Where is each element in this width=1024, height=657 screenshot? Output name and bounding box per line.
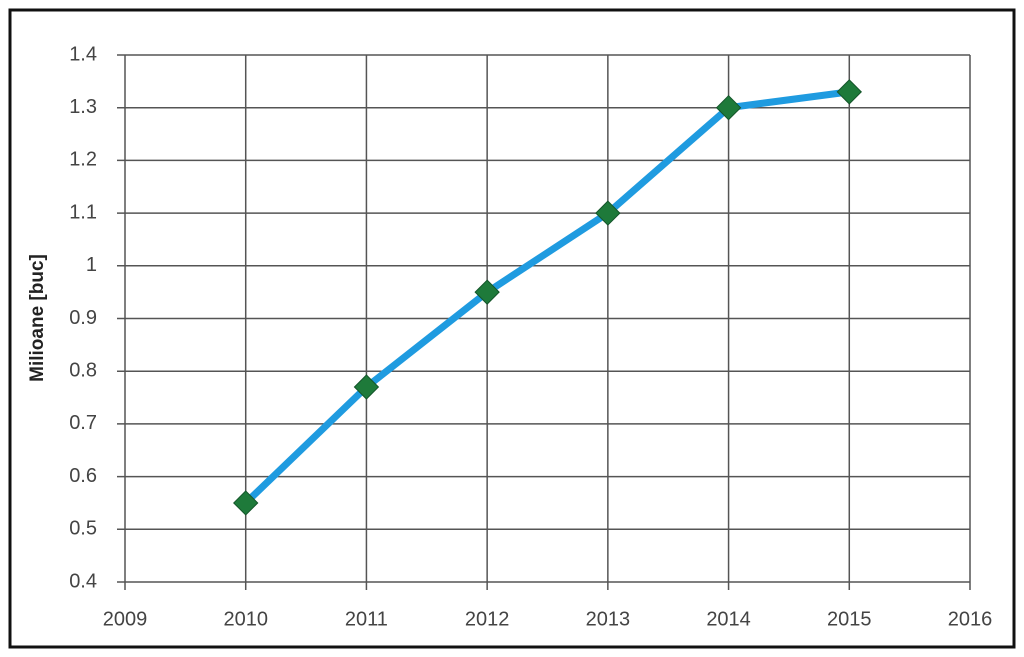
marker <box>715 94 742 121</box>
marker <box>353 374 380 400</box>
marker <box>595 200 621 226</box>
y-tick-label: 1.4 <box>69 43 97 65</box>
marker <box>836 79 862 105</box>
y-tick-label: 1 <box>86 254 97 276</box>
x-tick-label: 2010 <box>223 608 268 630</box>
y-tick-label: 0.8 <box>69 359 97 381</box>
y-tick-label: 1.2 <box>69 149 97 171</box>
x-tick-label: 2012 <box>465 608 510 630</box>
y-tick-label: 1.3 <box>69 96 97 118</box>
x-tick-label: 2016 <box>948 608 993 630</box>
y-tick-label: 0.6 <box>69 465 97 487</box>
x-tick-label: 2011 <box>345 608 388 630</box>
marker <box>474 279 500 305</box>
y-tick-label: 0.4 <box>69 570 97 592</box>
y-axis-label: Milioane [buc] <box>27 254 48 382</box>
y-tick-label: 0.9 <box>69 307 97 329</box>
x-tick-label: 2013 <box>586 608 631 630</box>
y-tick-label: 1.1 <box>69 201 97 223</box>
frame <box>8 8 1016 649</box>
x-tick-label: 2015 <box>827 608 872 630</box>
x-tick-label: 2014 <box>706 608 751 630</box>
marker <box>233 490 259 516</box>
y-tick-label: 0.7 <box>69 412 97 434</box>
y-tick-label: 0.5 <box>69 518 97 540</box>
line <box>243 88 850 506</box>
x-tick-label: 2009 <box>103 608 148 630</box>
